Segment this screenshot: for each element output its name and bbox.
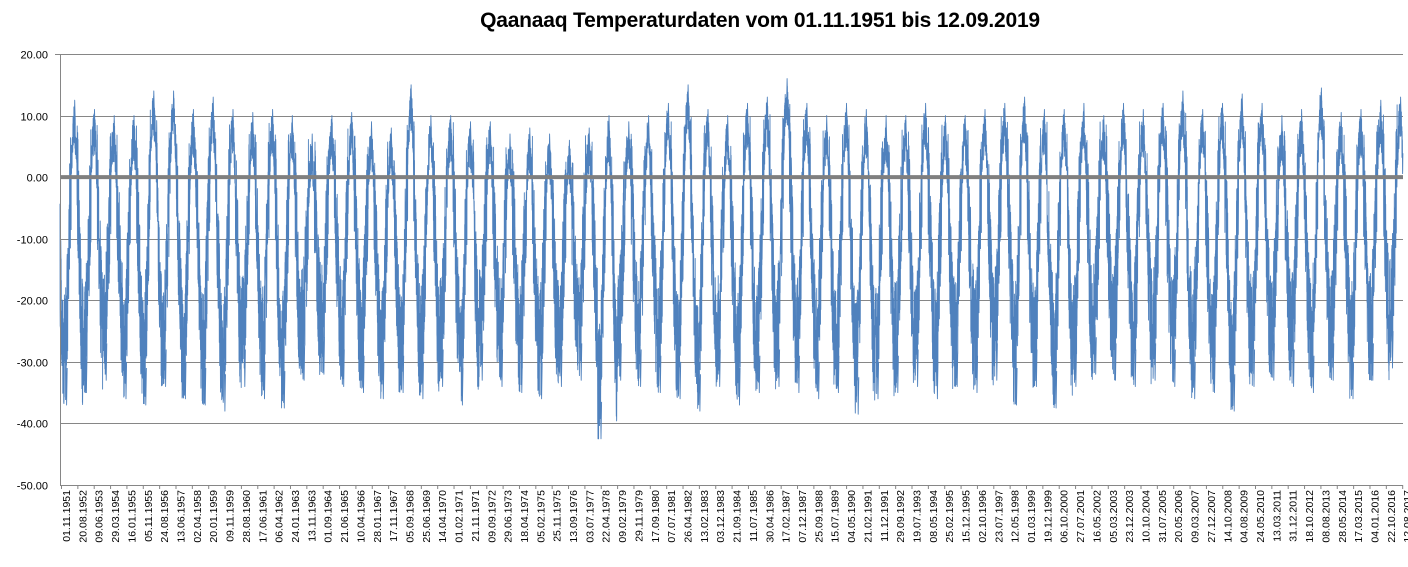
x-tick-label: 10.04.1966 [355,490,367,543]
y-tick-label: -40.00 [17,419,48,431]
x-tick-label: 05.09.1968 [404,490,416,543]
x-tick-label: 18.04.1974 [519,490,531,543]
x-tick-label: 25.09.1988 [813,490,825,543]
x-tick-label: 24.08.1956 [159,490,171,543]
x-tick-label: 09.02.1979 [617,490,629,543]
x-tick-label: 17.06.1961 [257,490,269,543]
x-tick-label: 28.08.1960 [241,490,253,543]
y-tick-label: -30.00 [17,358,48,370]
y-axis-tick-labels: 20.00 10.00 0.00 -10.00 -20.00 -30.00 -40.00 -5… [17,50,48,493]
x-tick-label: 01.02.1971 [454,490,466,543]
axes [55,54,1404,489]
x-tick-label: 19.07.1993 [912,490,924,543]
x-tick-label: 26.04.1982 [683,490,695,543]
x-tick-label: 09.11.1959 [225,490,237,542]
x-tick-label: 11.12.1991 [879,490,891,542]
x-tick-label: 23.12.2003 [1124,490,1136,543]
x-tick-label: 17.09.1980 [650,490,662,543]
x-tick-label: 23.07.1997 [993,490,1005,543]
x-tick-label: 09.06.1953 [94,490,106,543]
x-tick-label: 04.05.1990 [846,490,858,543]
x-tick-label: 02.04.1958 [192,490,204,543]
y-tick-label: -20.00 [17,296,48,308]
x-tick-label: 13.09.1976 [568,490,580,543]
x-tick-label: 29.11.1979 [633,490,645,542]
x-tick-label: 13.02.1983 [699,490,711,543]
x-tick-label: 03.12.1983 [715,490,727,543]
x-tick-label: 24.01.1963 [290,490,302,543]
y-tick-label: -50.00 [17,481,48,493]
x-tick-label: 20.08.1952 [77,490,89,543]
x-tick-label: 15.07.1989 [830,490,842,543]
x-tick-label: 20.05.2006 [1173,490,1185,543]
x-tick-label: 17.02.1987 [781,490,793,543]
y-tick-label: -10.00 [17,235,48,247]
x-tick-label: 01.09.1964 [323,490,335,543]
temperature-series-line [59,78,1404,440]
x-tick-label: 10.10.2004 [1140,490,1152,543]
x-tick-label: 31.07.2005 [1157,490,1169,543]
x-tick-label: 03.07.1977 [584,490,596,543]
y-tick-label: 20.00 [20,50,48,62]
x-tick-label: 07.12.1987 [797,490,809,543]
y-tick-label: 10.00 [20,112,48,124]
x-tick-label: 05.02.1975 [535,490,547,543]
x-tick-label: 30.04.1986 [764,490,776,543]
x-tick-label: 17.11.1967 [388,490,400,542]
x-tick-label: 08.05.1994 [928,490,940,543]
x-tick-label: 31.12.2011 [1288,490,1300,542]
x-tick-label: 11.07.1985 [748,490,760,542]
x-tick-label: 29.09.1992 [895,490,907,543]
x-tick-label: 09.09.1972 [486,490,498,543]
x-tick-label: 05.03.2003 [1108,490,1120,543]
series-lines [59,78,1404,440]
x-tick-label: 04.01.2016 [1369,490,1381,543]
x-tick-label: 16.05.2002 [1091,490,1103,543]
x-tick-label: 13.03.2011 [1271,490,1283,542]
x-tick-label: 14.10.2008 [1222,490,1234,543]
x-tick-label: 28.05.2014 [1337,490,1349,543]
x-tick-label: 20.01.1959 [208,490,220,543]
x-tick-label: 06.10.2000 [1059,490,1071,543]
x-tick-label: 27.07.2001 [1075,490,1087,543]
x-tick-label: 21.02.1991 [862,490,874,543]
x-tick-label: 25.11.1975 [552,490,564,542]
x-tick-label: 27.12.2007 [1206,490,1218,543]
x-tick-label: 29.06.1973 [503,490,515,543]
x-tick-label: 13.11.1963 [306,490,318,542]
x-tick-label: 15.12.1995 [961,490,973,543]
x-tick-label: 19.12.1999 [1042,490,1054,543]
x-tick-label: 22.10.2016 [1386,490,1398,543]
x-tick-label: 22.04.1978 [601,490,613,543]
x-tick-label: 25.06.1969 [421,490,433,543]
x-tick-label: 17.03.2015 [1353,490,1365,543]
x-tick-label: 21.11.1971 [470,490,482,542]
x-tick-label: 24.05.2010 [1255,490,1267,543]
x-tick-label: 16.01.1955 [126,490,138,543]
x-tick-label: 05.11.1955 [143,490,155,542]
x-tick-label: 08.08.2013 [1320,490,1332,543]
x-tick-label: 07.07.1981 [666,490,678,543]
x-axis-tick-labels: 01.11.1951 20.08.1952 09.06.1953 29.03.1954… [61,490,1408,543]
x-tick-label: 12.05.1998 [1010,490,1022,543]
x-tick-label: 21.06.1965 [339,490,351,543]
x-tick-label: 06.04.1962 [274,490,286,543]
x-tick-label: 14.04.1970 [437,490,449,543]
y-tick-label: 0.00 [27,173,48,185]
x-tick-label: 04.08.2009 [1239,490,1251,543]
x-tick-label: 25.02.1995 [944,490,956,543]
x-tick-label: 13.06.1957 [175,490,187,543]
x-tick-label: 09.03.2007 [1190,490,1202,543]
x-tick-label: 28.01.1967 [372,490,384,543]
x-tick-label: 21.09.1984 [732,490,744,543]
x-tick-label: 01.11.1951 [61,490,73,542]
chart-title: Qaanaaq Temperaturdaten vom 01.11.1951 b… [480,9,1040,32]
x-tick-label: 12.08.2017 [1402,490,1408,543]
x-tick-label: 29.03.1954 [110,490,122,543]
x-tick-label: 01.03.1999 [1026,490,1038,543]
x-tick-label: 18.10.2012 [1304,490,1316,543]
x-tick-label: 02.10.1996 [977,490,989,543]
